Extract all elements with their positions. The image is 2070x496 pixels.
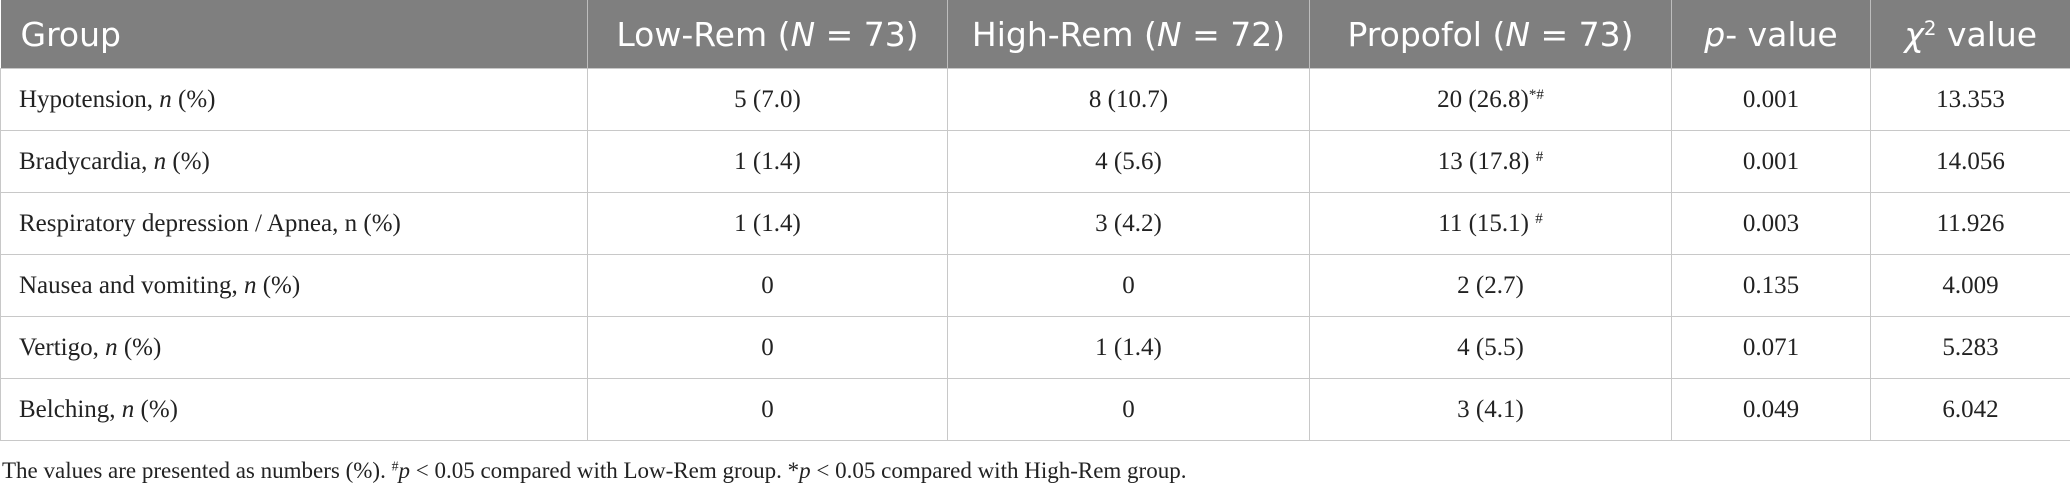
column-header: Propofol (N = 73) <box>1309 0 1672 69</box>
text-run: n <box>153 147 167 175</box>
text-run: High-Rem ( <box>971 14 1157 54</box>
text-run: Hypotension, <box>19 85 160 113</box>
table-cell: 6.042 <box>1870 378 2070 441</box>
text-run: = 73) <box>1530 14 1634 54</box>
row-label: Nausea and vomiting, n (%) <box>0 254 588 317</box>
data-table: Group Low-Rem (N = 73) High-Rem (N = 72) Pr… <box>0 0 2070 441</box>
text-run: Group <box>20 14 121 54</box>
row-label: Hypotension, n (%) <box>0 68 588 131</box>
text-run: Nausea and vomiting, <box>19 271 244 299</box>
table-cell: 0.071 <box>1671 316 1871 379</box>
text-run: Bradycardia, <box>19 147 154 175</box>
table-cell: 2 (2.7) <box>1309 254 1672 317</box>
table-cell: 11.926 <box>1870 192 2070 255</box>
table-cell: 13.353 <box>1870 68 2070 131</box>
table-cell: 1 (1.4) <box>587 192 948 255</box>
text-run: χ <box>1904 14 1924 54</box>
column-header: Group <box>0 0 588 69</box>
text-run: = 72) <box>1181 14 1286 54</box>
row-label: Bradycardia, n (%) <box>0 130 588 193</box>
table-cell: 0 <box>947 254 1310 317</box>
text-run: p <box>1704 14 1726 54</box>
text-run: p <box>398 458 410 483</box>
table-cell: 4.009 <box>1870 254 2070 317</box>
table-cell: 4 (5.5) <box>1309 316 1672 379</box>
table-cell: 0.001 <box>1671 130 1871 193</box>
text-run: The values are presented as numbers (%). <box>2 458 392 483</box>
footnote: The values are presented as numbers (%).… <box>2 458 1186 484</box>
row-label: Vertigo, n (%) <box>0 316 588 379</box>
text-run: = 73) <box>815 14 919 54</box>
text-run: < 0.05 compared with Low-Rem group. * <box>409 458 800 483</box>
text-run: N <box>1156 14 1182 54</box>
table-row: Belching, n (%) 0 0 3 (4.1) 0.049 6.042 <box>0 378 2070 441</box>
table-row: Vertigo, n (%) 0 1 (1.4) 4 (5.5) 0.071 5.283 <box>0 316 2070 379</box>
text-run: N <box>790 14 816 54</box>
table-cell: 3 (4.1) <box>1309 378 1672 441</box>
table-row: Nausea and vomiting, n (%) 0 0 2 (2.7) 0.135… <box>0 254 2070 317</box>
text-run: (%) <box>166 147 210 175</box>
table-row: Respiratory depression / Apnea, n (%) 1 (… <box>0 192 2070 255</box>
superscript: *# <box>1528 86 1544 103</box>
table-cell: 0.049 <box>1671 378 1871 441</box>
table-cell: 14.056 <box>1870 130 2070 193</box>
text-run: (%) <box>171 85 216 113</box>
table-cell: 11 (15.1) # <box>1309 192 1672 255</box>
table-cell: 0.001 <box>1671 68 1871 131</box>
text-run: (%) <box>117 333 162 361</box>
superscript: # <box>1535 148 1544 165</box>
table-cell: 0 <box>587 254 948 317</box>
text-run: n <box>243 271 257 299</box>
table-cell: 20 (26.8)*# <box>1309 68 1672 131</box>
text-run: 13 (17.8) <box>1437 147 1536 175</box>
text-run: Respiratory depression / Apnea, n (%) <box>19 209 401 237</box>
column-header: High-Rem (N = 72) <box>947 0 1310 69</box>
table-cell: 4 (5.6) <box>947 130 1310 193</box>
table-cell: 8 (10.7) <box>947 68 1310 131</box>
table-cell: 13 (17.8) # <box>1309 130 1672 193</box>
text-run: (%) <box>256 271 301 299</box>
text-run: 20 (26.8) <box>1437 85 1529 113</box>
table-cell: 5.283 <box>1870 316 2070 379</box>
text-run: Vertigo, <box>19 333 106 361</box>
text-run: (%) <box>134 395 178 423</box>
superscript: 2 <box>1923 16 1937 40</box>
column-header: Low-Rem (N = 73) <box>587 0 948 69</box>
text-run: 11 (15.1) <box>1438 209 1536 237</box>
text-run: N <box>1505 14 1531 54</box>
text-run: n <box>105 333 118 361</box>
table-cell: 0 <box>587 378 948 441</box>
table-cell: 0.003 <box>1671 192 1871 255</box>
table-row: Hypotension, n (%) 5 (7.0) 8 (10.7) 20 (26.… <box>0 68 2070 131</box>
text-run: n <box>121 395 135 423</box>
table-cell: 1 (1.4) <box>587 130 948 193</box>
column-header: χ2 value <box>1870 0 2070 69</box>
table-row: Bradycardia, n (%) 1 (1.4) 4 (5.6) 13 (17.8… <box>0 130 2070 193</box>
table-cell: 0 <box>947 378 1310 441</box>
table-cell: 0.135 <box>1671 254 1871 317</box>
row-label: Belching, n (%) <box>0 378 588 441</box>
table-cell: 1 (1.4) <box>947 316 1310 379</box>
table-body: Hypotension, n (%) 5 (7.0) 8 (10.7) 20 (26.… <box>0 68 2070 441</box>
row-label: Respiratory depression / Apnea, n (%) <box>0 192 588 255</box>
text-run: Belching, <box>19 395 122 423</box>
table-cell: 3 (4.2) <box>947 192 1310 255</box>
table-cell: 5 (7.0) <box>587 68 948 131</box>
text-run: Low-Rem ( <box>616 14 791 54</box>
superscript: # <box>1535 210 1543 227</box>
text-run: - value <box>1725 14 1838 54</box>
table-cell: 0 <box>587 316 948 379</box>
text-run: n <box>159 85 172 113</box>
text-run: Propofol ( <box>1347 14 1506 54</box>
superscript: # <box>391 458 399 474</box>
text-run: p <box>799 458 811 483</box>
column-header: p- value <box>1671 0 1871 69</box>
header-row: Group Low-Rem (N = 73) High-Rem (N = 72) Pr… <box>0 0 2070 69</box>
text-run: < 0.05 compared with High-Rem group. <box>810 458 1187 483</box>
text-run: value <box>1936 14 2038 54</box>
